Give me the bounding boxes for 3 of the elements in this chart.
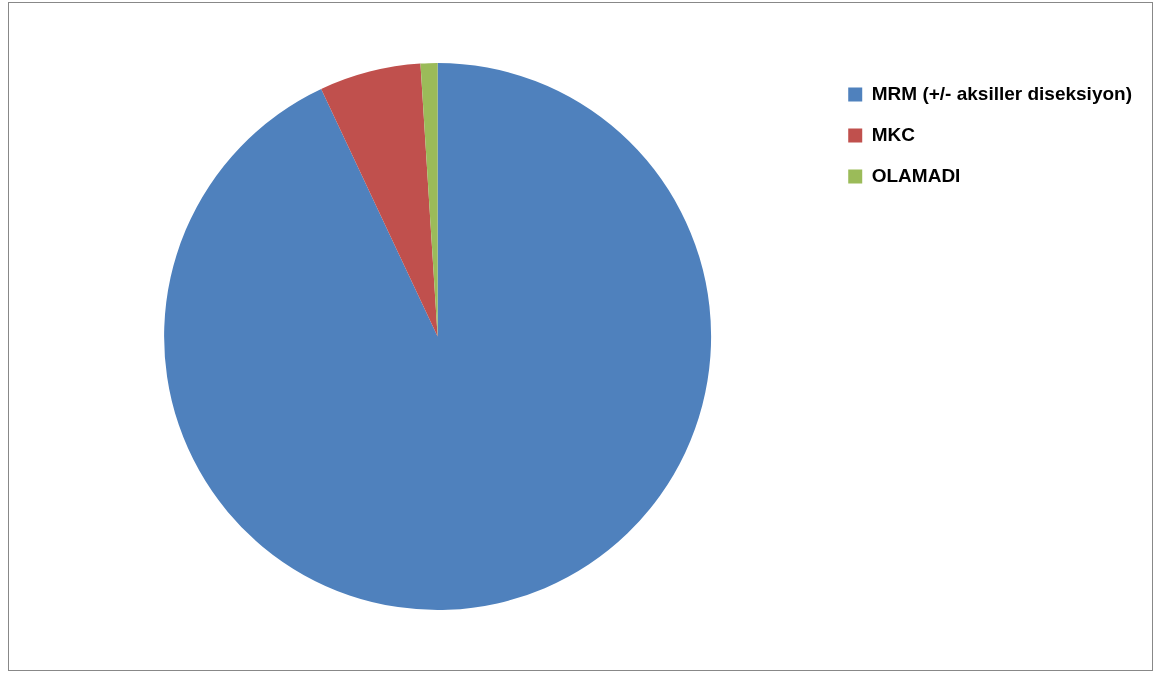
legend-label: MRM (+/- aksiller diseksiyon) bbox=[871, 82, 1133, 104]
legend-label: OLAMADI bbox=[871, 164, 961, 186]
legend-label: MKC bbox=[871, 123, 916, 145]
